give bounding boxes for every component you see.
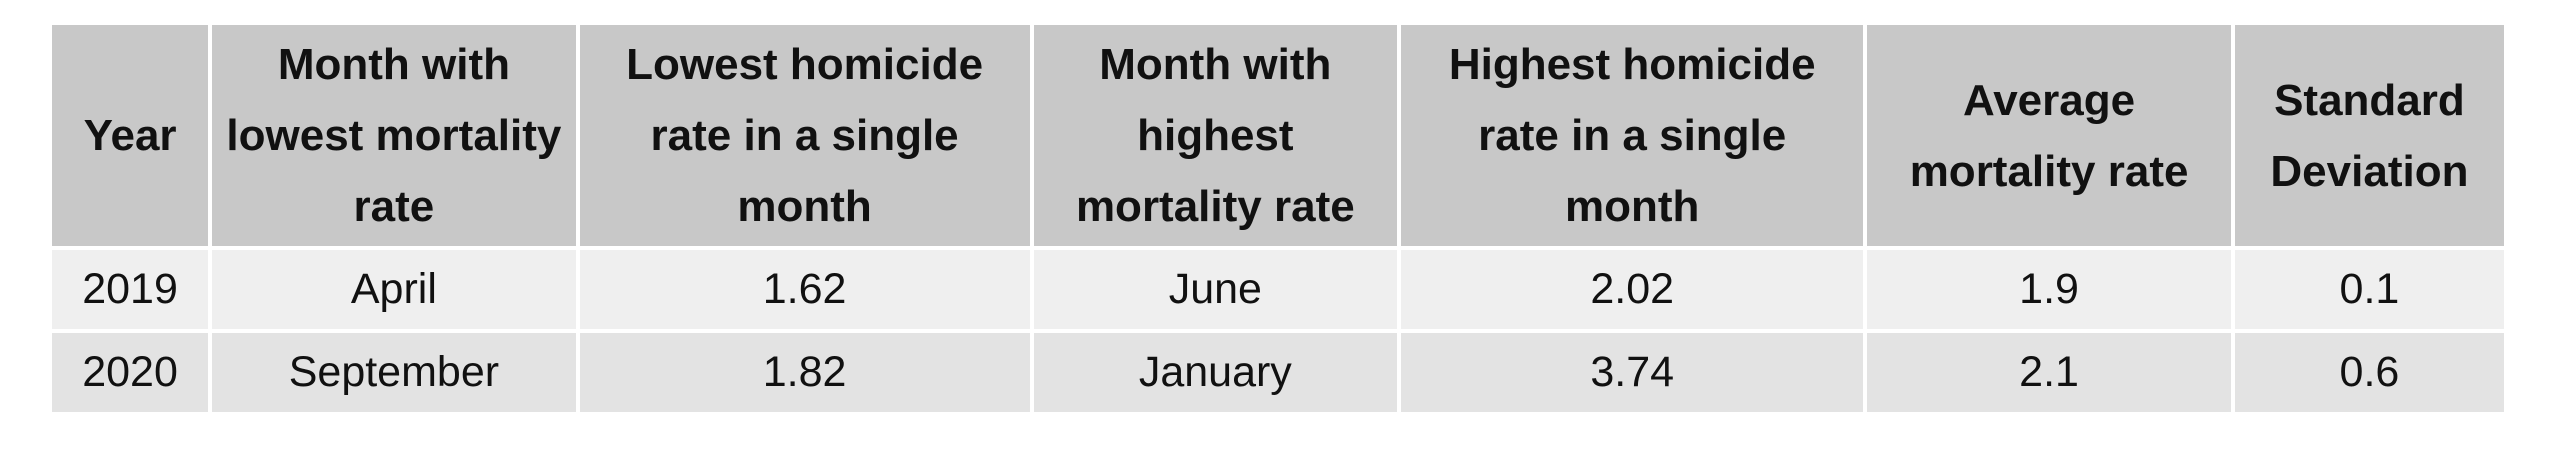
cell-average-rate: 1.9 (1867, 250, 2231, 329)
cell-highest-rate: 2.02 (1401, 250, 1864, 329)
table-row: 2020 September 1.82 January 3.74 2.1 0.6 (52, 333, 2504, 412)
cell-average-rate: 2.1 (1867, 333, 2231, 412)
cell-std-dev: 0.6 (2234, 333, 2504, 412)
cell-lowest-month: September (212, 333, 576, 412)
data-table-container: Year Month with lowest mortality rate Lo… (52, 25, 2504, 412)
cell-highest-month: June (1033, 250, 1398, 329)
cell-lowest-rate: 1.82 (579, 333, 1030, 412)
cell-year: 2019 (52, 250, 209, 329)
header-highest-rate: Highest homicide rate in a single month (1401, 25, 1864, 246)
cell-lowest-month: April (212, 250, 576, 329)
cell-highest-rate: 3.74 (1401, 333, 1864, 412)
cell-year: 2020 (52, 333, 209, 412)
header-average-rate: Average mortality rate (1867, 25, 2231, 246)
table-row: 2019 April 1.62 June 2.02 1.9 0.1 (52, 250, 2504, 329)
cell-lowest-rate: 1.62 (579, 250, 1030, 329)
cell-highest-month: January (1033, 333, 1398, 412)
header-std-dev: Standard Deviation (2234, 25, 2504, 246)
header-row: Year Month with lowest mortality rate Lo… (52, 25, 2504, 246)
header-highest-month: Month with highest mortality rate (1033, 25, 1398, 246)
cell-std-dev: 0.1 (2234, 250, 2504, 329)
header-lowest-month: Month with lowest mortality rate (212, 25, 576, 246)
header-year: Year (52, 25, 209, 246)
header-lowest-rate: Lowest homicide rate in a single month (579, 25, 1030, 246)
homicide-stats-table: Year Month with lowest mortality rate Lo… (48, 21, 2508, 416)
